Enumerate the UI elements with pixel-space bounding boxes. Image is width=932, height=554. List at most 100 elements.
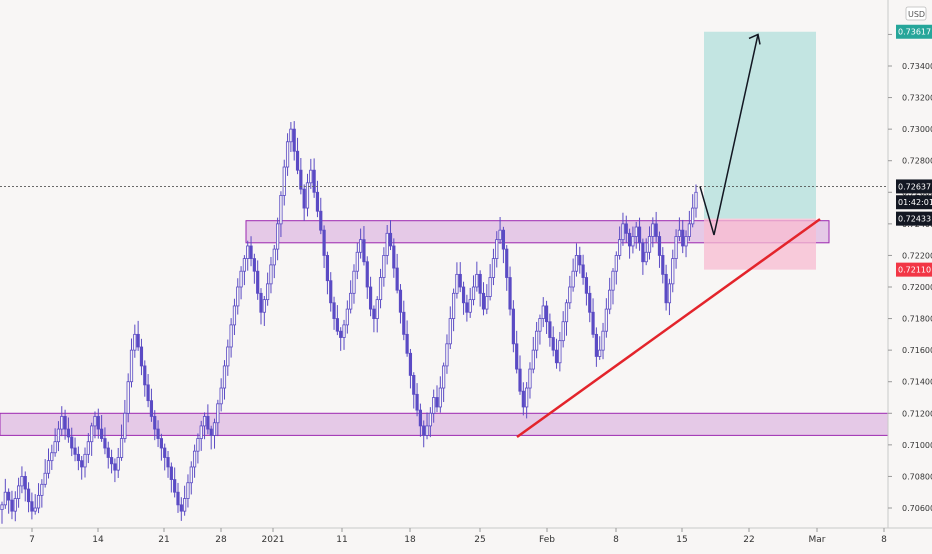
candle	[70, 427, 74, 457]
candle	[285, 133, 290, 176]
candle-body	[202, 416, 207, 427]
candle-body	[26, 488, 31, 503]
candle-body	[236, 286, 240, 307]
candle	[624, 215, 628, 243]
candle	[219, 378, 223, 412]
candle	[554, 338, 559, 369]
trendline[interactable]	[516, 218, 821, 438]
y-tick-label: 0.72200	[902, 251, 932, 260]
candle-body	[169, 466, 173, 480]
candle-body	[481, 292, 486, 310]
y-tick-label: 0.71400	[902, 378, 932, 387]
candle	[461, 281, 466, 315]
candle-body	[292, 128, 296, 152]
price-tag-label: 0.72637	[898, 182, 931, 191]
candle	[621, 212, 625, 246]
candle	[681, 219, 685, 254]
candle	[232, 298, 237, 336]
candle-body	[634, 226, 638, 237]
candle	[196, 433, 200, 464]
candle-body	[146, 384, 150, 402]
candle-body	[116, 457, 120, 471]
candle-body	[359, 239, 363, 253]
x-axis[interactable]: 7 14 21 28 2021 11 18 25 Feb 8 15 22 Mar 8	[0, 527, 932, 550]
candle	[694, 184, 698, 218]
candle	[651, 217, 655, 248]
candle	[548, 313, 552, 347]
candle-body	[488, 277, 492, 297]
candle	[189, 461, 193, 495]
candle	[521, 382, 525, 416]
candle-body	[315, 191, 320, 212]
candle	[166, 450, 170, 478]
zone-lower[interactable]	[0, 412, 889, 436]
candle	[382, 247, 386, 287]
candle	[26, 482, 31, 513]
x-tick-label: 8	[613, 535, 619, 545]
candle-body	[495, 239, 499, 259]
candle	[159, 433, 163, 461]
candle-body	[173, 479, 177, 493]
candle-body	[627, 232, 632, 247]
candle	[119, 424, 124, 461]
candle-body	[402, 311, 406, 335]
candle	[432, 389, 436, 423]
candle-body	[687, 223, 691, 237]
candle	[289, 122, 293, 153]
candle	[691, 194, 695, 228]
candle	[129, 338, 134, 388]
candle-body	[73, 447, 77, 455]
candle-body	[681, 229, 685, 247]
candle-body	[647, 236, 652, 253]
candle-body	[554, 349, 559, 364]
candle	[23, 471, 27, 502]
candle-body	[226, 346, 230, 367]
candle-body	[289, 128, 293, 143]
candle	[309, 158, 313, 189]
candle	[83, 447, 87, 478]
candle-body	[90, 425, 94, 443]
candle	[362, 226, 366, 266]
candle	[571, 258, 575, 292]
candle-body	[232, 305, 237, 326]
candle-body	[491, 258, 496, 278]
projection-arrowhead	[748, 33, 761, 45]
candle-body	[375, 299, 379, 319]
projection-path[interactable]	[699, 34, 759, 236]
y-tick-label: 0.72800	[902, 157, 932, 166]
candle-body	[3, 491, 7, 506]
candle-body	[222, 365, 227, 389]
candle	[305, 173, 310, 217]
candle	[0, 501, 4, 524]
candle	[30, 492, 34, 520]
candle	[302, 184, 306, 221]
currency-label: USD	[908, 10, 925, 19]
y-tick-label: 0.73200	[902, 94, 932, 103]
currency-badge[interactable]: USD	[905, 6, 927, 21]
candle	[249, 236, 253, 267]
candle-body	[266, 283, 270, 301]
candle-body	[644, 251, 648, 263]
candle-body	[36, 494, 41, 509]
candle-body	[252, 258, 256, 272]
candle-body	[471, 286, 476, 301]
candle-body	[352, 270, 356, 294]
candle	[133, 324, 137, 358]
y-axis[interactable]: 0.736000.734000.732000.730000.728000.726…	[887, 0, 932, 528]
candle-body	[279, 195, 283, 225]
candle-body	[674, 236, 678, 259]
candle	[657, 231, 662, 268]
candle	[485, 284, 489, 315]
profit-zone[interactable]	[704, 31, 816, 219]
candle-body	[50, 452, 54, 462]
candle	[618, 226, 622, 260]
candle-body	[445, 343, 449, 367]
candle-body	[342, 324, 346, 338]
currency-badge-box	[905, 6, 927, 21]
price-tag-label: 0.72433	[898, 215, 931, 224]
candle	[498, 217, 502, 244]
candle-body	[684, 236, 688, 247]
candle	[315, 180, 320, 218]
x-tick-label: 2021	[262, 535, 285, 545]
